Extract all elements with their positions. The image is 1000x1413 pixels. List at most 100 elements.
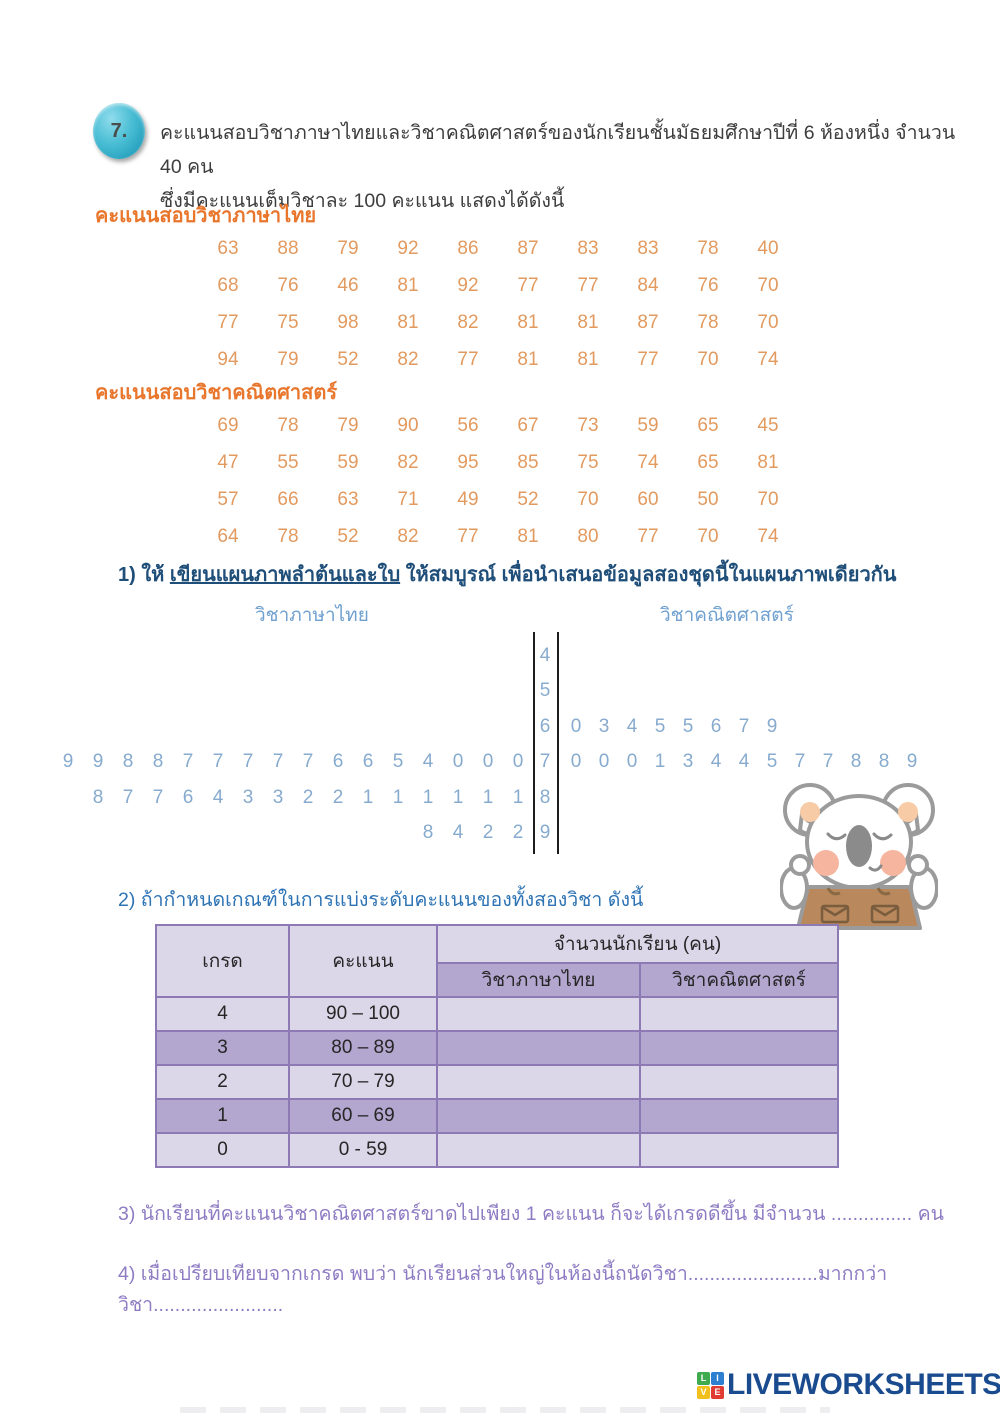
- thai-count-answer-cell[interactable]: [436, 1098, 641, 1134]
- leaf-area-math[interactable]: [557, 638, 1000, 673]
- score-value: 79: [337, 237, 359, 259]
- leaf-math: 4: [626, 715, 638, 737]
- score-row: 69 78 79 90 56 67 73 59 65 45: [198, 407, 798, 444]
- thai-count-answer-cell[interactable]: [436, 1030, 641, 1066]
- score-value: 78: [697, 237, 719, 259]
- leaf-thai: 7: [152, 786, 164, 808]
- leaf-thai: 0: [482, 751, 494, 773]
- grade-cell: 2: [155, 1064, 290, 1100]
- thai-count-answer-cell[interactable]: [436, 1064, 641, 1100]
- intro-line-1: คะแนนสอบวิชาภาษาไทยและวิชาคณิตศาสตร์ของน…: [160, 122, 956, 178]
- score-value: 84: [637, 274, 659, 296]
- leaf-thai: 8: [92, 786, 104, 808]
- score-range-cell: 70 – 79: [288, 1064, 438, 1100]
- score-range-cell: 0 - 59: [288, 1132, 438, 1168]
- math-count-answer-cell[interactable]: [639, 1064, 839, 1100]
- leaf-thai: 8: [152, 751, 164, 773]
- leaf-area-thai[interactable]: [0, 709, 533, 744]
- score-value: 81: [397, 311, 419, 333]
- score-value: 90: [397, 414, 419, 436]
- score-value: 81: [517, 348, 539, 370]
- stemleaf-row: 4: [0, 638, 1000, 673]
- math-scores-heading: คะแนนสอบวิชาคณิตศาสตร์: [95, 382, 338, 404]
- score-value: 85: [517, 451, 539, 473]
- leaf-math: 9: [906, 751, 918, 773]
- intro-text: คะแนนสอบวิชาภาษาไทยและวิชาคณิตศาสตร์ของน…: [160, 116, 970, 218]
- score-value: 79: [337, 414, 359, 436]
- leaf-math: 0: [570, 751, 582, 773]
- thai-count-answer-cell[interactable]: [436, 1132, 641, 1168]
- leaf-thai: 1: [512, 786, 524, 808]
- score-value: 81: [517, 525, 539, 547]
- score-value: 71: [397, 488, 419, 510]
- leaf-math: 5: [766, 751, 778, 773]
- thai-count-answer-cell[interactable]: [436, 996, 641, 1032]
- score-value: 40: [757, 237, 779, 259]
- leaf-thai: 5: [392, 751, 404, 773]
- question-4-answer-blank-1[interactable]: ........................: [687, 1263, 818, 1285]
- score-value: 65: [697, 451, 719, 473]
- logo-square-l: L: [697, 1371, 710, 1385]
- liveworksheets-logo-text: LIVEWORKSHEETS: [727, 1368, 1000, 1401]
- score-row: 77 75 98 81 82 81 81 87 78 70: [198, 304, 798, 341]
- score-value: 50: [697, 488, 719, 510]
- math-count-answer-cell[interactable]: [639, 1098, 839, 1134]
- score-value: 73: [577, 414, 599, 436]
- score-value: 92: [457, 274, 479, 296]
- question-4-answer-blank-2[interactable]: ........................: [153, 1294, 284, 1316]
- stemleaf-row: 5: [0, 673, 1000, 708]
- grade-table: เกรด คะแนน จำนวนนักเรียน (คน) วิชาภาษาไท…: [155, 924, 839, 1168]
- score-value: 77: [637, 348, 659, 370]
- score-value: 82: [397, 348, 419, 370]
- score-value: 74: [757, 348, 779, 370]
- grade-table-col-count: จำนวนนักเรียน (คน): [436, 924, 839, 964]
- leaf-thai: 7: [302, 751, 314, 773]
- math-count-answer-cell[interactable]: [639, 996, 839, 1032]
- question-3-answer-blank[interactable]: ...............: [830, 1203, 913, 1225]
- leaf-area-math[interactable]: [557, 673, 1000, 708]
- question-1-suffix: ให้สมบูรณ์ เพื่อนำเสนอข้อมูลสองชุดนี้ในแ…: [400, 564, 897, 586]
- leaf-area-thai[interactable]: [0, 673, 533, 708]
- score-row: 57 66 63 71 49 52 70 60 50 70: [198, 481, 798, 518]
- score-value: 68: [217, 274, 239, 296]
- leaf-thai: 2: [512, 821, 524, 843]
- score-value: 75: [577, 451, 599, 473]
- grade-table-col-score: คะแนน: [288, 924, 438, 998]
- leaf-thai: 6: [362, 751, 374, 773]
- score-value: 78: [277, 525, 299, 547]
- score-value: 70: [697, 525, 719, 547]
- leaf-area-thai[interactable]: [0, 638, 533, 673]
- leaf-thai: 3: [242, 786, 254, 808]
- leaf-thai: 4: [212, 786, 224, 808]
- question-3: 3) นักเรียนที่คะแนนวิชาคณิตศาสตร์ขาดไปเพ…: [118, 1198, 944, 1229]
- stemleaf-label-math: วิชาคณิตศาสตร์: [660, 605, 794, 626]
- thai-scores-grid: 63 88 79 92 86 87 83 83 78 40 68 76 46 81 92 77 77 84 76 70…: [198, 230, 798, 378]
- score-value: 59: [337, 451, 359, 473]
- score-value: 65: [697, 414, 719, 436]
- score-value: 77: [217, 311, 239, 333]
- score-value: 77: [577, 274, 599, 296]
- score-value: 77: [457, 348, 479, 370]
- score-range-cell: 60 – 69: [288, 1098, 438, 1134]
- math-count-answer-cell[interactable]: [639, 1132, 839, 1168]
- score-value: 87: [637, 311, 659, 333]
- leaf-thai: 2: [482, 821, 494, 843]
- math-count-answer-cell[interactable]: [639, 1030, 839, 1066]
- score-row: 64 78 52 82 77 81 80 77 70 74: [198, 518, 798, 555]
- grade-table-row: 2 70 – 79: [155, 1064, 839, 1100]
- leaf-math: 5: [682, 715, 694, 737]
- leaf-math: 1: [654, 751, 666, 773]
- score-value: 95: [457, 451, 479, 473]
- score-value: 70: [577, 488, 599, 510]
- score-value: 79: [277, 348, 299, 370]
- score-value: 66: [277, 488, 299, 510]
- question-1-underlined: เขียนแผนภาพลำต้นและใบ: [169, 564, 401, 586]
